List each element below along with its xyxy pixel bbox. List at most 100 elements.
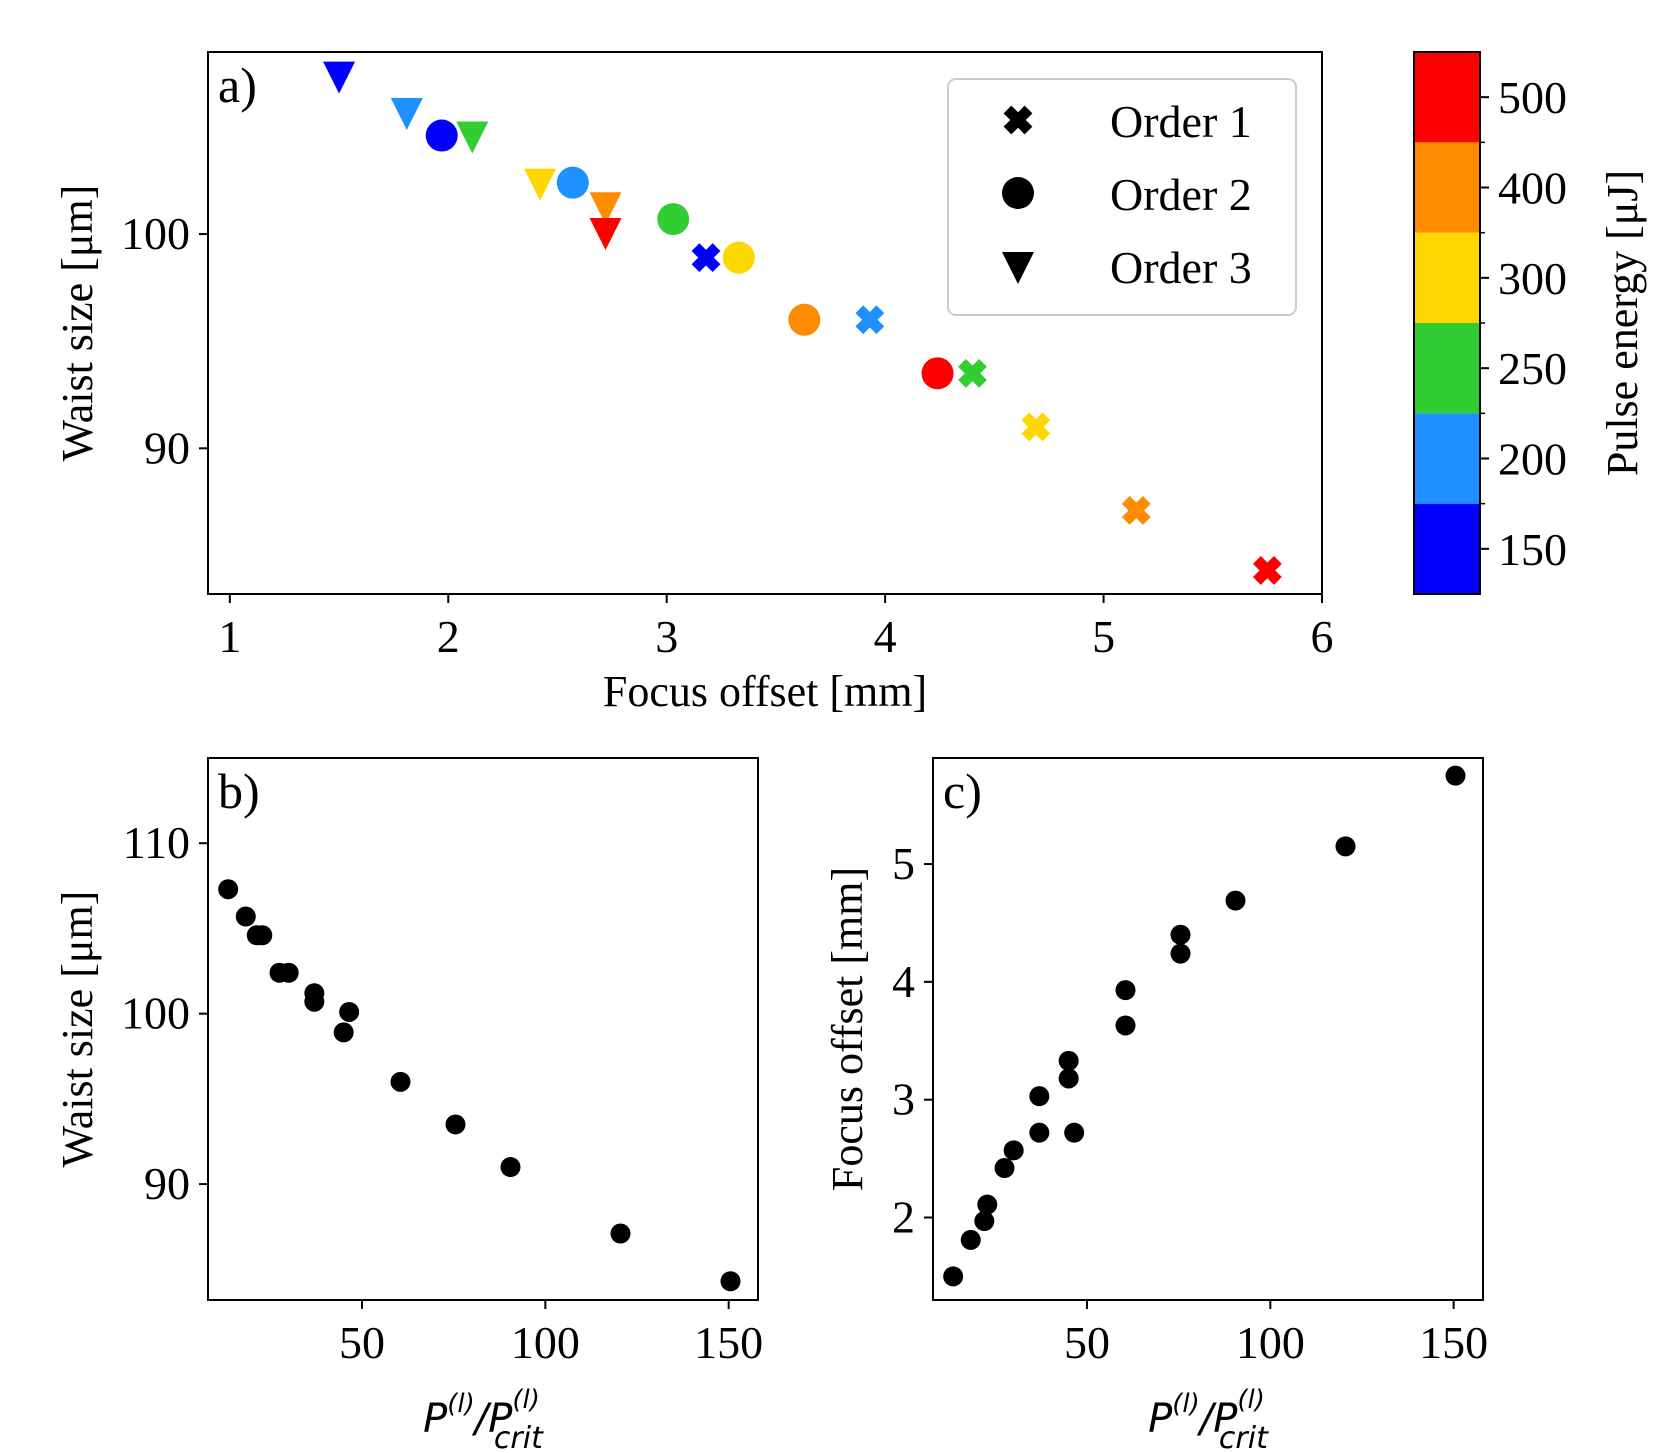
y-tick-label: 100 — [121, 208, 190, 259]
data-point-cross — [691, 243, 721, 273]
data-point-triangle — [589, 192, 622, 225]
data-point-triangle — [390, 97, 423, 130]
panel-label: c) — [943, 763, 982, 819]
data-point-circle — [1002, 177, 1034, 209]
data-point-cross — [958, 358, 987, 388]
legend-box — [947, 78, 1297, 316]
legend-label: Order 1 — [1110, 96, 1252, 147]
colorbar-segment — [1414, 413, 1480, 504]
data-point — [1029, 1086, 1050, 1107]
y-tick-label: 4 — [892, 956, 915, 1007]
x-label-part: crit — [494, 1421, 544, 1453]
x-label-part: /P — [472, 1396, 513, 1442]
y-tick-label: 100 — [121, 988, 190, 1039]
y-axis-label: Waist size [μm] — [53, 185, 102, 462]
colorbar-tick-label: 300 — [1498, 253, 1567, 304]
data-point — [218, 879, 239, 900]
y-tick-label: 5 — [892, 838, 915, 889]
colorbar-tick-label: 200 — [1498, 434, 1567, 485]
x-axis-label: P(l)/P(l) crit — [1148, 1385, 1269, 1453]
y-tick-label: 3 — [892, 1074, 915, 1125]
data-point-triangle — [456, 121, 489, 154]
data-point — [610, 1223, 631, 1244]
plot-frame — [207, 757, 759, 1301]
plot-frame — [932, 757, 1484, 1301]
data-point — [1170, 924, 1191, 945]
data-point-triangle — [323, 61, 356, 94]
colorbar-segment — [1414, 142, 1480, 233]
data-point — [333, 1022, 354, 1043]
x-tick-label: 3 — [655, 611, 678, 662]
y-tick-label: 90 — [144, 422, 190, 473]
panel-label: a) — [218, 57, 257, 113]
data-point-triangle — [589, 217, 622, 250]
data-point-circle — [788, 303, 821, 336]
colorbar-segment — [1414, 503, 1480, 594]
data-point — [1115, 980, 1136, 1001]
data-point — [500, 1157, 521, 1178]
x-tick-label: 150 — [694, 1317, 763, 1368]
x-label-part: (l) — [512, 1385, 540, 1415]
colorbar-tick-label: 250 — [1498, 343, 1567, 394]
colorbar-segment — [1414, 232, 1480, 323]
x-tick-label: 150 — [1419, 1317, 1488, 1368]
colorbar-frame — [1413, 51, 1481, 595]
colorbar-label: Pulse energy [μJ] — [1598, 170, 1647, 476]
data-point — [1029, 1122, 1050, 1143]
data-point — [1064, 1122, 1085, 1143]
legend: Order 1 Order 2 Order 3 — [947, 78, 1297, 316]
x-tick-label: 5 — [1092, 611, 1115, 662]
data-point-circle — [425, 119, 458, 152]
x-tick-label: 2 — [437, 611, 460, 662]
x-label-part: (l) — [1172, 1389, 1200, 1419]
data-point — [974, 1211, 995, 1232]
data-point — [235, 906, 256, 927]
y-axis-label: Waist size [μm] — [53, 891, 102, 1168]
data-point — [1003, 1140, 1024, 1161]
data-point-circle — [921, 357, 954, 390]
data-point — [1445, 765, 1466, 786]
panel-label: b) — [218, 763, 260, 819]
data-point-triangle — [524, 168, 557, 201]
data-point — [943, 1266, 964, 1287]
data-point — [390, 1071, 411, 1092]
y-tick-label: 2 — [892, 1192, 915, 1243]
data-point — [1335, 836, 1356, 857]
data-point-cross — [855, 305, 885, 335]
x-label-part: crit — [1219, 1421, 1269, 1453]
legend-label: Order 2 — [1110, 169, 1252, 220]
x-label-part: P — [423, 1396, 448, 1442]
data-point-cross — [1121, 496, 1151, 525]
data-point — [1225, 890, 1246, 911]
data-point — [1170, 943, 1191, 964]
data-point-cross — [1253, 556, 1282, 585]
x-tick-label: 50 — [339, 1317, 385, 1368]
panel-a: 1 2 3 4 5 6 90 100 a) Focus offset [mm] Waist size… — [53, 51, 1334, 716]
x-tick-label: 4 — [874, 611, 897, 662]
x-label-part: (l) — [447, 1389, 475, 1419]
data-point — [252, 925, 273, 946]
colorbar-segment — [1414, 52, 1480, 143]
data-point — [304, 991, 325, 1012]
colorbar-tick-label: 500 — [1498, 72, 1567, 123]
data-point-circle — [657, 203, 690, 236]
data-point-cross — [1003, 105, 1033, 135]
x-tick-label: 50 — [1064, 1317, 1110, 1368]
x-tick-label: 6 — [1311, 611, 1334, 662]
data-point — [1058, 1050, 1079, 1071]
data-point — [339, 1001, 360, 1022]
data-point-cross — [1021, 412, 1051, 442]
colorbar-tick-label: 150 — [1498, 524, 1567, 575]
plot-frame — [207, 51, 1323, 595]
data-point — [720, 1271, 741, 1292]
data-point — [1115, 1015, 1136, 1036]
x-axis-label: Focus offset [mm] — [603, 667, 927, 716]
y-tick-label: 110 — [123, 817, 190, 868]
colorbar-tick-label: 400 — [1498, 163, 1567, 214]
data-point — [994, 1158, 1015, 1179]
x-axis-label: P(l)/P(l) crit — [423, 1385, 544, 1453]
data-point-circle — [722, 241, 755, 274]
